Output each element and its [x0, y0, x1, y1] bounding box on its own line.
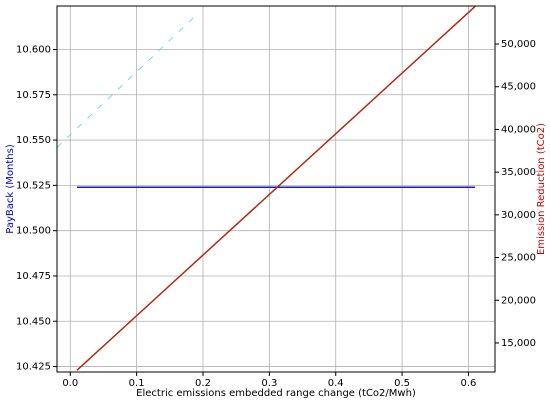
- y2-tick-label: 40,000: [501, 124, 536, 135]
- y2-tick-label: 20,000: [501, 295, 536, 306]
- y2-tick-label: 45,000: [501, 82, 536, 93]
- data-line: [76, 5, 476, 371]
- data-line: [56, 14, 197, 148]
- y-tick-label: 10.550: [16, 135, 51, 146]
- y2-tick-label: 30,000: [501, 210, 536, 221]
- y2-tick-label: 50,000: [501, 39, 536, 50]
- y-axis-label: PayBack (Months): [5, 144, 16, 234]
- y-tick-label: 10.575: [16, 90, 51, 101]
- y2-tick-label: 15,000: [501, 338, 536, 349]
- y-tick-label: 10.600: [16, 44, 51, 55]
- y-tick-label: 10.425: [16, 362, 51, 373]
- plot-frame: [56, 5, 496, 373]
- y-tick-label: 10.475: [16, 271, 51, 282]
- y2-tick-label: 25,000: [501, 253, 536, 264]
- x-tick-label: 0.4: [328, 378, 344, 389]
- x-tick-label: 0.5: [394, 378, 410, 389]
- y2-tick-label: 35,000: [501, 167, 536, 178]
- x-tick-label: 0.1: [129, 378, 145, 389]
- x-axis-label: Electric emissions embedded range change…: [136, 388, 416, 399]
- x-tick-label: 0.2: [195, 378, 211, 389]
- y-tick-label: 10.525: [16, 180, 51, 191]
- y-tick-label: 10.450: [16, 316, 51, 327]
- y-tick-label: 10.500: [16, 226, 51, 237]
- x-tick-label: 0.6: [461, 378, 477, 389]
- y2-axis-label: Emission Reduction (tCo2): [536, 123, 547, 255]
- x-tick-label: 0.3: [261, 378, 277, 389]
- x-tick-label: 0.0: [62, 378, 78, 389]
